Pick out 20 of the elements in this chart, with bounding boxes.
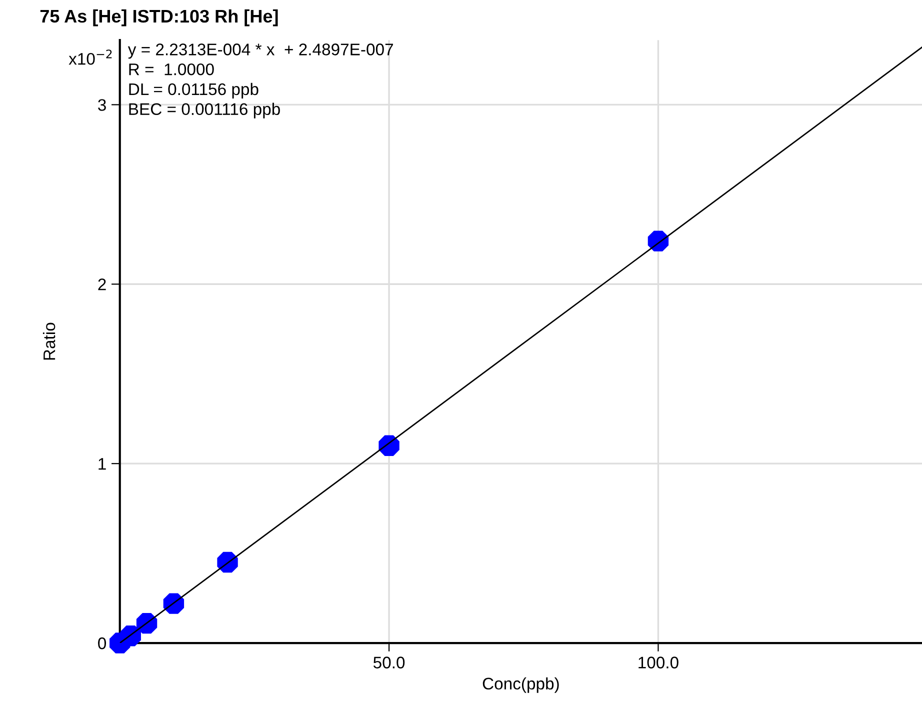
- x-tick-label: 50.0: [373, 656, 405, 668]
- point: [378, 435, 400, 456]
- point: [648, 230, 669, 252]
- chart-title: 75 As [He] ISTD:103 Rh [He]: [40, 9, 278, 26]
- point: [163, 593, 184, 614]
- y-tick-label: 2: [98, 278, 106, 290]
- point: [120, 626, 141, 646]
- annotation: BEC = 0.001116 ppb: [129, 102, 280, 118]
- annotation: R = 1.0000: [129, 63, 214, 76]
- point: [217, 552, 238, 573]
- annotation: DL = 0.01156 ppb: [129, 82, 258, 98]
- y-tick-label: 1: [98, 458, 106, 470]
- point: [136, 612, 158, 634]
- y-tick-label: 3: [98, 99, 106, 111]
- y-tick-label: 0: [98, 637, 106, 650]
- x-tick-label: 100.0: [638, 656, 678, 668]
- annotation: y = 2.2313E-004 * x + 2.4897E-007: [128, 44, 393, 59]
- y-axis-title: Ratio: [42, 322, 56, 360]
- x-axis-title: Conc(ppb): [482, 677, 559, 693]
- text: x10$^{−2}$: [68, 50, 112, 65]
